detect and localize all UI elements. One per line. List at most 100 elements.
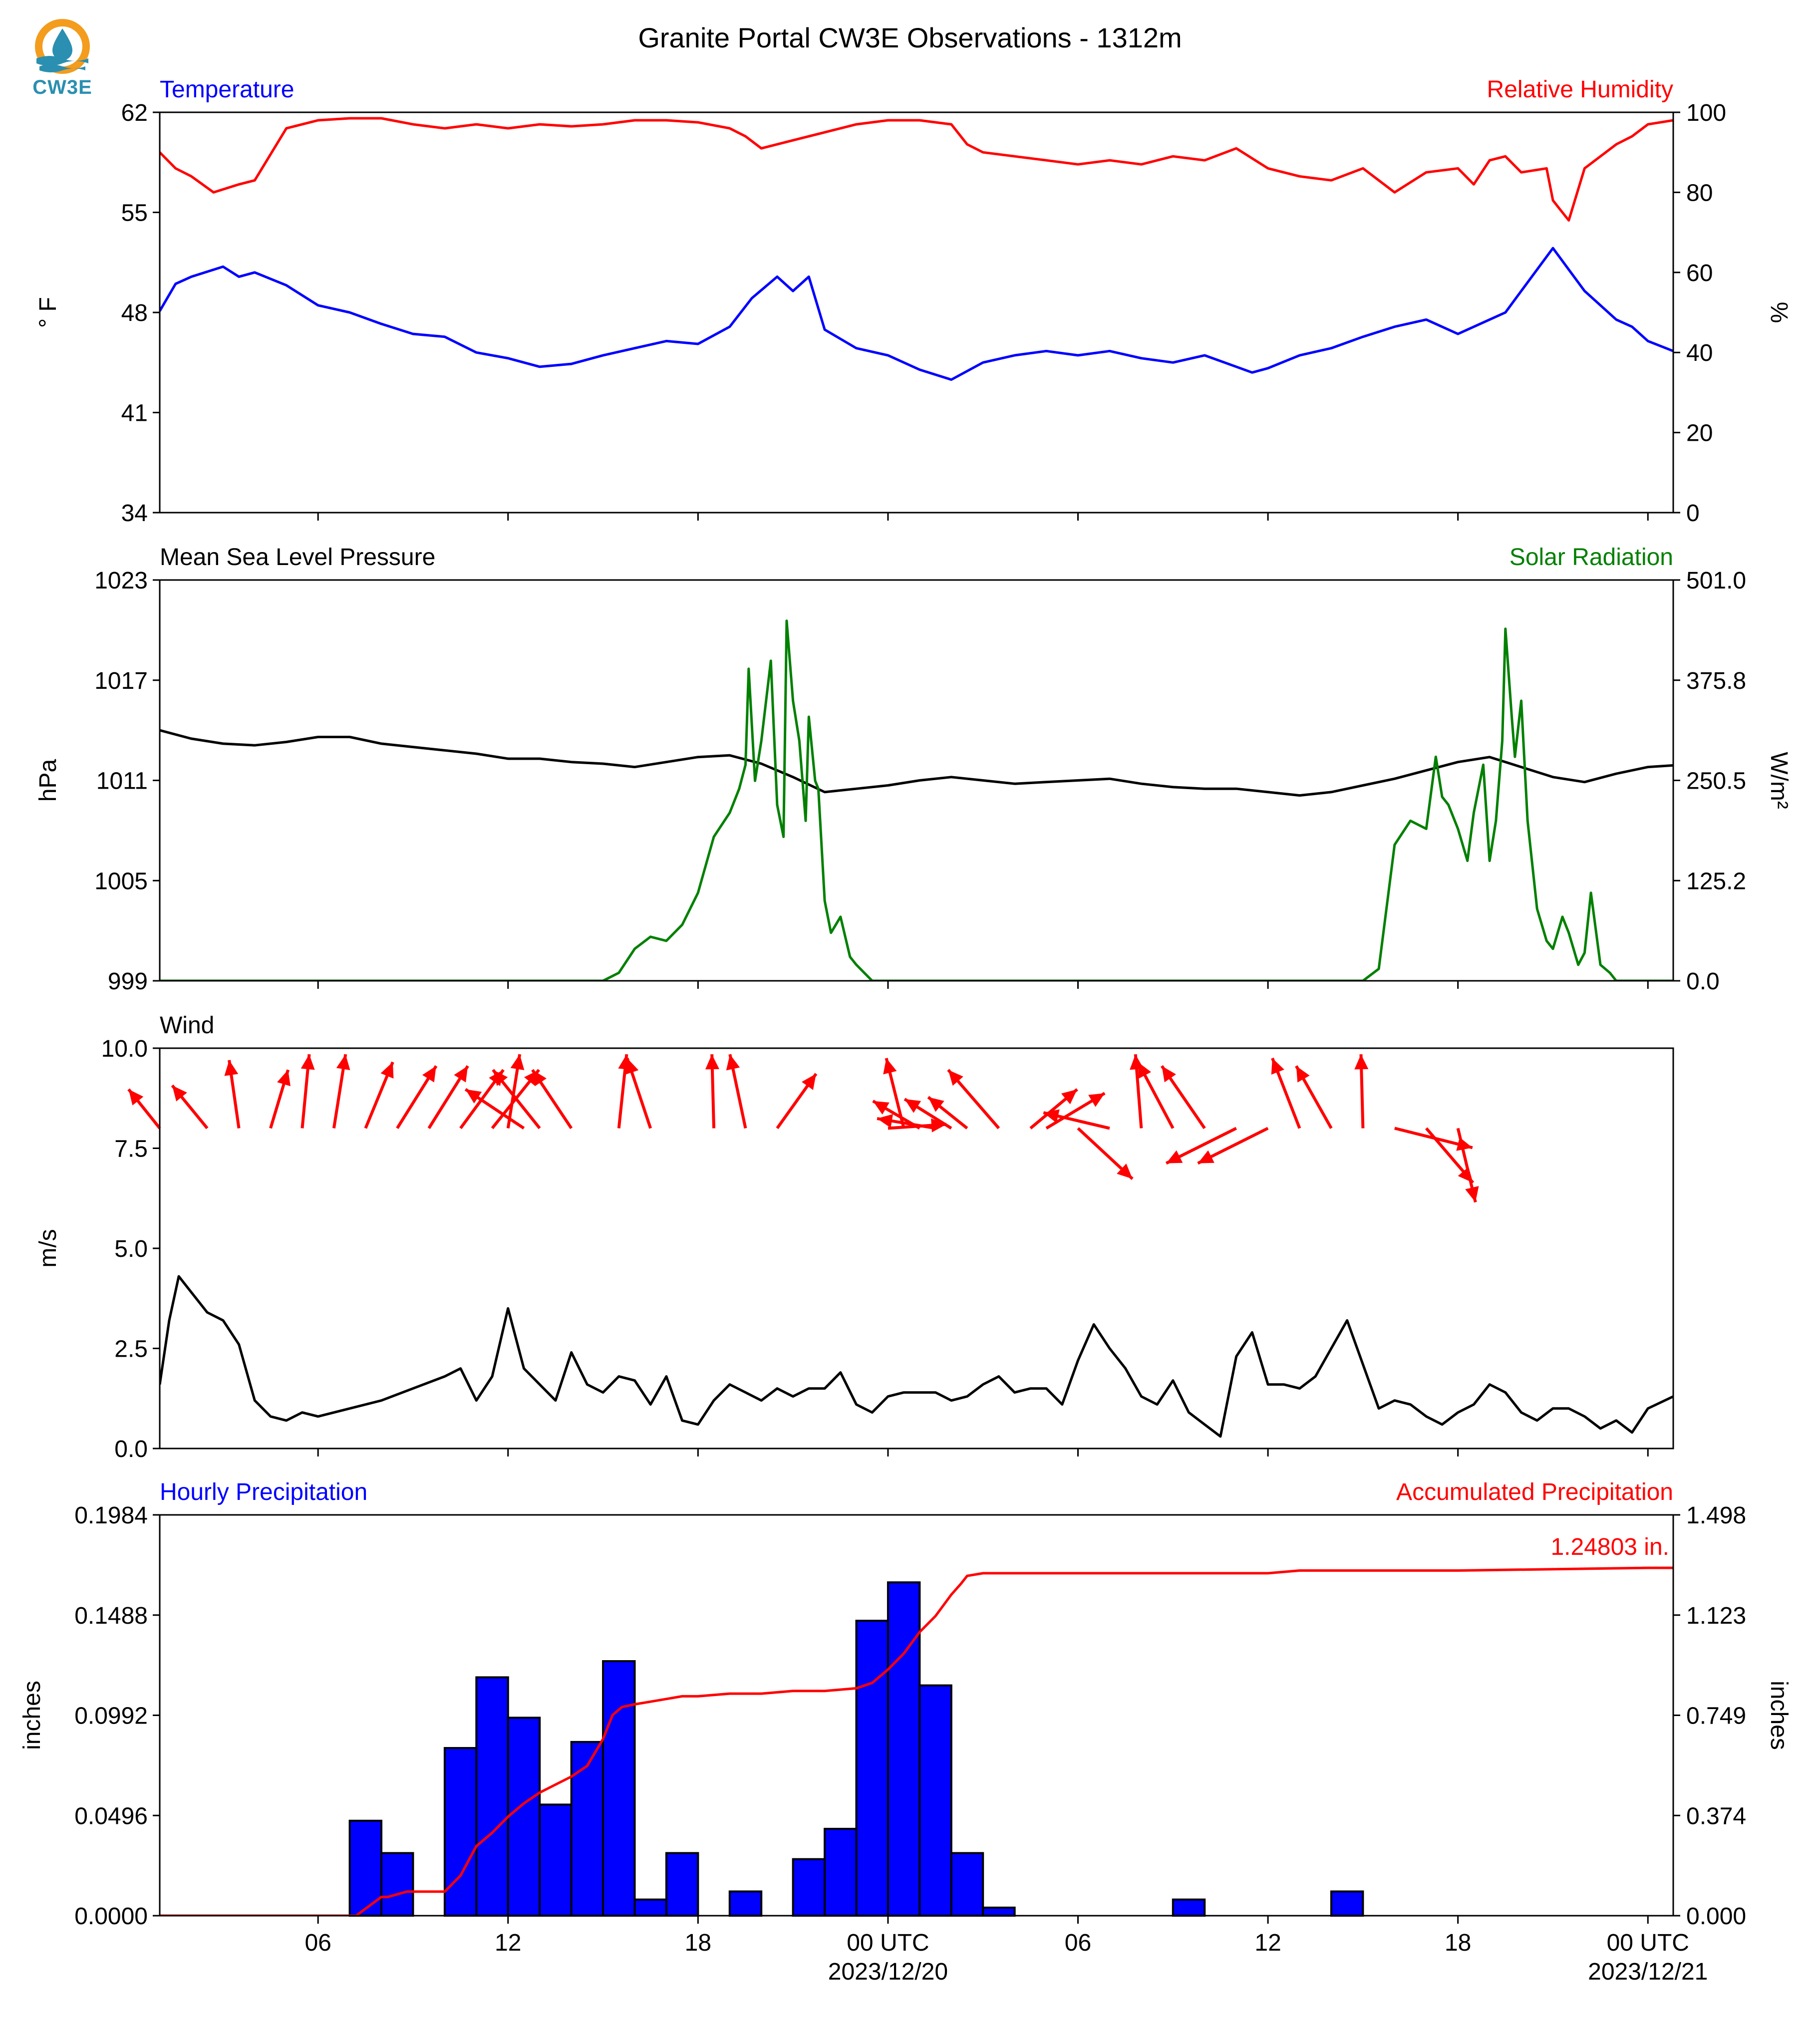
wind-arrow-head xyxy=(625,1058,639,1075)
y-tick-label-right: 501.0 xyxy=(1686,568,1746,594)
wind-arrow-head xyxy=(802,1074,816,1090)
wind-arrow xyxy=(776,1073,818,1130)
wind-arrow xyxy=(506,1054,525,1129)
wind-arrow-head xyxy=(380,1062,394,1079)
y-tick-label: 1017 xyxy=(94,668,148,694)
wind-arrow xyxy=(531,1069,573,1130)
panel-left-title: Temperature xyxy=(160,76,294,103)
wind-arrow-head xyxy=(532,1070,547,1087)
y-tick-label-right: 0.749 xyxy=(1686,1703,1746,1730)
panel-2: 999 1005 1011 1017 1023 0.0 125.2 250.5 375.8 501… xyxy=(35,544,1792,995)
y-tick-label: 0.1984 xyxy=(74,1502,148,1529)
y-tick-label-right: 0.374 xyxy=(1686,1803,1746,1829)
y-tick-label-right: 1.498 xyxy=(1686,1502,1746,1529)
x-tick-label: 18 xyxy=(1445,1930,1471,1956)
wind-arrow-head xyxy=(883,1058,897,1075)
wind-arrow xyxy=(396,1065,438,1129)
precip-bar xyxy=(792,1858,826,1917)
x-tick-label: 00 UTC xyxy=(1607,1930,1689,1956)
precip-bar xyxy=(950,1852,984,1917)
wind-arrow xyxy=(1456,1128,1479,1203)
wind-arrow-head xyxy=(277,1070,291,1087)
wind-arrow xyxy=(1271,1057,1301,1129)
y-tick-label-right: 125.2 xyxy=(1686,868,1746,894)
relative-humidity-line xyxy=(160,117,1673,222)
wind-arrow-head xyxy=(948,1070,963,1086)
wind-arrow-head xyxy=(1162,1066,1176,1083)
x-tick-label: 06 xyxy=(304,1930,331,1956)
wind-speed-line xyxy=(160,1275,1673,1438)
panel-right-title: Accumulated Precipitation xyxy=(1396,1479,1673,1505)
precip-bar xyxy=(1330,1890,1364,1917)
precip-bar xyxy=(602,1660,636,1917)
panel-1: 34 41 48 55 62 0 20 40 60 80 100 Temperature Relativ… xyxy=(35,76,1792,527)
precip-bar xyxy=(824,1827,858,1917)
mean-sea-level-pressure-line xyxy=(160,729,1673,797)
cw3e-logo: CW3E xyxy=(27,17,97,102)
y-tick-label: 1011 xyxy=(96,768,148,795)
temperature-line xyxy=(160,247,1673,381)
wind-arrow xyxy=(332,1054,350,1129)
y-tick-label: 1005 xyxy=(94,868,148,894)
wind-arrow-head xyxy=(224,1060,239,1076)
x-tick-label: 06 xyxy=(1065,1930,1091,1956)
wind-arrow xyxy=(726,1054,747,1129)
y-axis-label-right: % xyxy=(1766,302,1792,323)
y-tick-label-right: 1.123 xyxy=(1686,1603,1746,1629)
figure-title: Granite Portal CW3E Observations - 1312m xyxy=(638,22,1182,53)
panel-left-title: Hourly Precipitation xyxy=(160,1479,367,1505)
wind-arrow xyxy=(127,1088,161,1130)
accumulated-precipitation-line xyxy=(160,1566,1673,1916)
precip-bar xyxy=(507,1717,541,1917)
wind-arrow xyxy=(877,1114,936,1130)
wind-arrow-head xyxy=(1465,1186,1479,1202)
wind-arrow-head xyxy=(905,1099,921,1113)
y-axis-label-right: inches xyxy=(1766,1681,1792,1750)
wind-arrow xyxy=(171,1084,209,1130)
x-tick-label: 00 UTC xyxy=(847,1930,929,1956)
wind-arrow-head xyxy=(510,1054,525,1071)
wind-arrow-head xyxy=(465,1089,482,1104)
wind-arrow xyxy=(705,1054,719,1129)
precip-bar xyxy=(918,1684,952,1917)
wind-arrow xyxy=(269,1069,291,1129)
y-tick-label-right: 0.000 xyxy=(1686,1903,1746,1930)
panel-left-title: Mean Sea Level Pressure xyxy=(160,544,435,571)
wind-arrow xyxy=(927,1096,968,1130)
y-tick-label: 0.1488 xyxy=(74,1603,148,1629)
solar-radiation-line xyxy=(160,619,1673,981)
plot-frame xyxy=(159,111,1674,514)
wind-arrow-head xyxy=(877,1114,893,1128)
wind-arrow xyxy=(1077,1127,1134,1180)
y-tick-label: 2.5 xyxy=(114,1336,148,1363)
y-tick-label: 0.0992 xyxy=(74,1703,148,1730)
wind-arrow-head xyxy=(1271,1058,1284,1075)
x-tick-label: 12 xyxy=(495,1930,521,1956)
wind-arrow-head xyxy=(454,1066,468,1083)
y-tick-label-right: 20 xyxy=(1686,420,1713,447)
wind-arrow xyxy=(1043,1109,1110,1130)
wind-arrow xyxy=(492,1069,541,1130)
wind-arrow xyxy=(427,1065,469,1129)
precip-bar xyxy=(855,1620,889,1917)
wind-arrow-head xyxy=(705,1054,719,1070)
x-tick-sublabel: 2023/12/20 xyxy=(828,1959,948,1985)
logo-text: CW3E xyxy=(32,76,92,98)
wind-arrow-head xyxy=(422,1066,436,1083)
y-tick-label-right: 250.5 xyxy=(1686,768,1746,795)
y-tick-label: 0.0496 xyxy=(74,1803,148,1829)
y-axis-label: inches xyxy=(19,1681,45,1750)
precip-bar xyxy=(728,1890,763,1917)
y-tick-label: 0.0000 xyxy=(74,1903,148,1930)
wind-arrow xyxy=(1295,1065,1333,1129)
wind-arrow-head xyxy=(493,1070,508,1086)
wind-arrow xyxy=(301,1054,315,1129)
y-tick-label: 41 xyxy=(121,400,148,427)
panels: 34 41 48 55 62 0 20 40 60 80 100 Temperature Relativ… xyxy=(19,76,1792,1985)
y-tick-label: 34 xyxy=(121,500,148,527)
wind-arrow xyxy=(1160,1065,1206,1130)
wind-arrow xyxy=(947,1069,1000,1130)
precip-bar xyxy=(887,1581,921,1917)
wind-arrow xyxy=(904,1098,952,1130)
y-tick-label: 999 xyxy=(108,968,148,995)
